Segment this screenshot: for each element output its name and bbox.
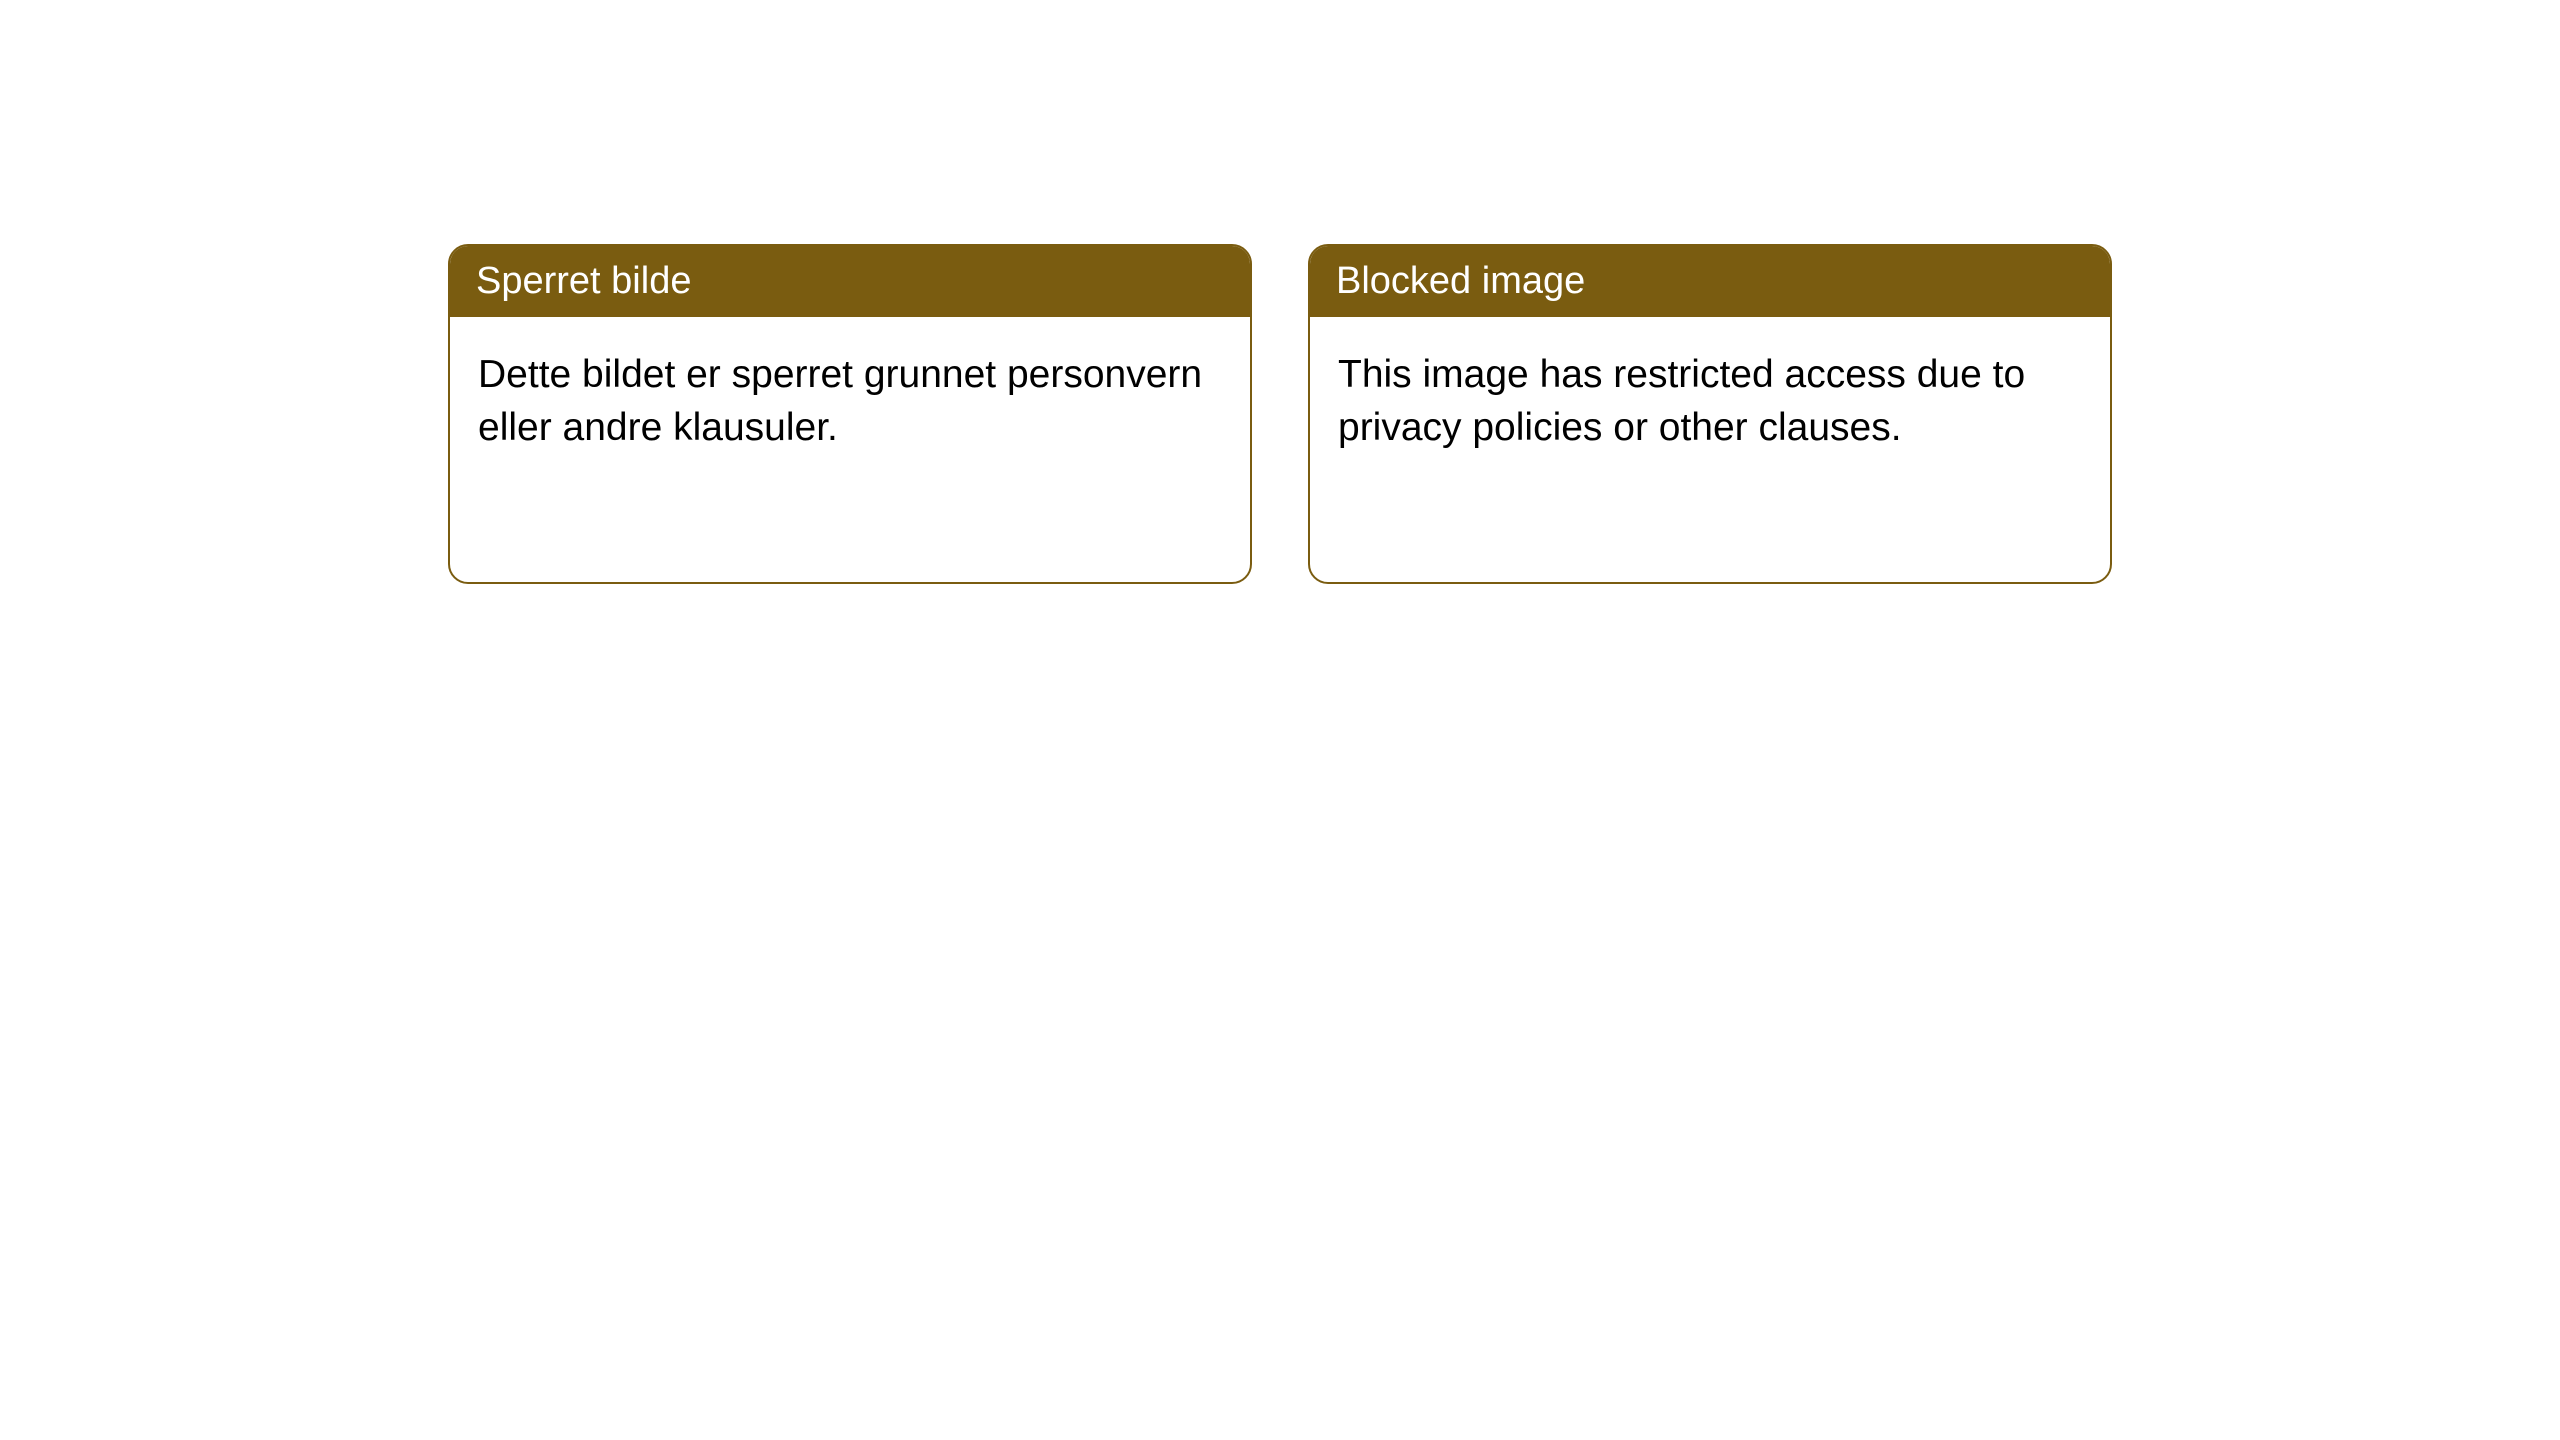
card-body-en: This image has restricted access due to …: [1310, 317, 2110, 582]
card-body-no: Dette bildet er sperret grunnet personve…: [450, 317, 1250, 582]
card-header-no: Sperret bilde: [450, 246, 1250, 317]
blocked-image-card-en: Blocked image This image has restricted …: [1308, 244, 2112, 584]
notice-cards-container: Sperret bilde Dette bildet er sperret gr…: [0, 0, 2560, 584]
card-header-en: Blocked image: [1310, 246, 2110, 317]
blocked-image-card-no: Sperret bilde Dette bildet er sperret gr…: [448, 244, 1252, 584]
